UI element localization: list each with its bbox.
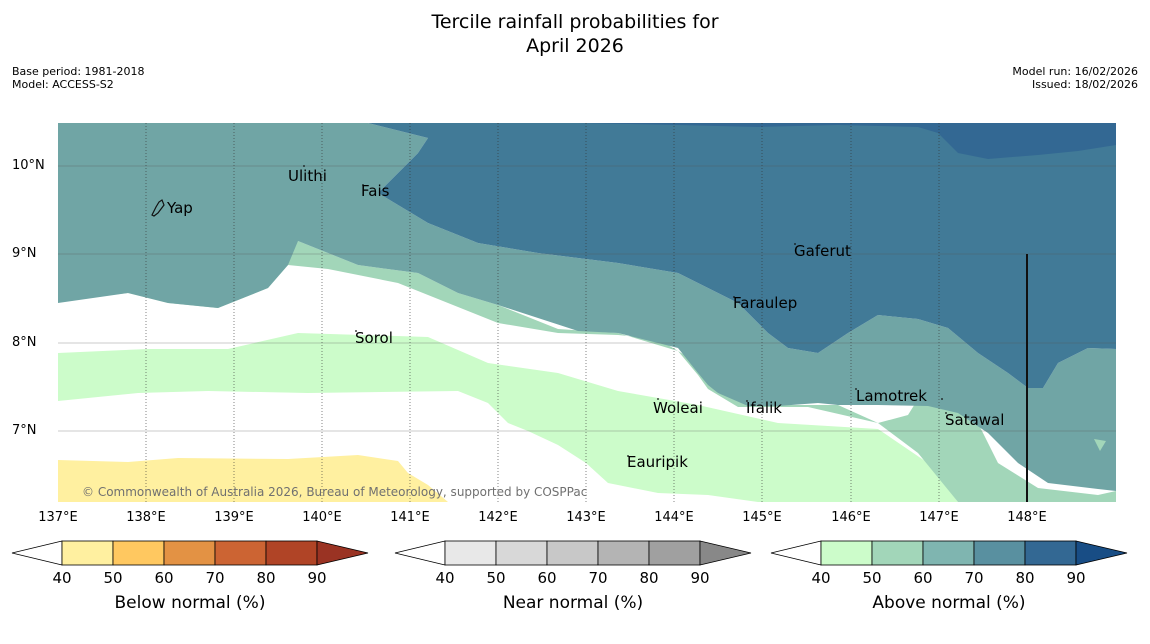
legend-0-swatch-50-60 xyxy=(112,540,165,566)
latitude-gridlines xyxy=(58,165,1116,432)
longitude-gridlines xyxy=(145,123,940,502)
legend-near-tick-80: 80 xyxy=(639,569,659,587)
legend-0-swatch-40-50 xyxy=(61,540,114,566)
place-eauripik: Eauripik xyxy=(627,453,688,471)
yap-island xyxy=(151,199,165,217)
base-period: Base period: 1981-2018 xyxy=(12,65,145,78)
legend-above-tick-70: 70 xyxy=(964,569,984,587)
lon-label-139e: 139°E xyxy=(214,510,254,525)
place-sorol: Sorol xyxy=(355,329,393,347)
lon-label-137e: 137°E xyxy=(38,510,78,525)
lon-label-142e: 142°E xyxy=(478,510,518,525)
legend-1-swatch-40-50 xyxy=(444,540,497,566)
legend-1-swatch-50-60 xyxy=(495,540,548,566)
lon-label-138e: 138°E xyxy=(126,510,166,525)
probability-map[interactable]: Yap Ulithi Fais Gaferut Faraulep Sorol L… xyxy=(58,123,1116,502)
legend-near-tick-70: 70 xyxy=(588,569,608,587)
legend-2-swatch-40-50 xyxy=(820,540,873,566)
legend-near-tick-60: 60 xyxy=(537,569,557,587)
place-ifalik: Ifalik xyxy=(746,399,782,417)
legend-below-normal xyxy=(11,538,369,568)
legend-0-swatch-gt-90 xyxy=(316,540,369,566)
legend-2-swatch-60-70 xyxy=(922,540,975,566)
model-name: Model: ACCESS-S2 xyxy=(12,78,114,91)
legend-0-swatch-60-70 xyxy=(163,540,216,566)
island-east xyxy=(1094,439,1106,451)
island-markers xyxy=(303,165,947,457)
region-above-70-80 xyxy=(368,123,1116,388)
lat-label-7n: 7°N xyxy=(12,423,37,438)
lon-label-146e: 146°E xyxy=(831,510,871,525)
legend-above-tick-50: 50 xyxy=(862,569,882,587)
legend-1-swatch-80-90 xyxy=(648,540,701,566)
title-line-2: April 2026 xyxy=(526,35,624,57)
legend-below-tick-60: 60 xyxy=(154,569,174,587)
map-title: Tercile rainfall probabilities for April… xyxy=(0,10,1150,58)
legend-below-tick-70: 70 xyxy=(205,569,225,587)
legend-near-title: Near normal (%) xyxy=(502,593,644,613)
legend-2-swatch-lt-40 xyxy=(770,540,822,566)
title-line-1: Tercile rainfall probabilities for xyxy=(431,11,719,33)
legend-above-normal-bar xyxy=(770,540,1128,566)
issued-date: Issued: 18/02/2026 xyxy=(1031,78,1138,91)
legend-above-tick-80: 80 xyxy=(1015,569,1035,587)
legend-near-tick-50: 50 xyxy=(486,569,506,587)
lon-label-145e: 145°E xyxy=(742,510,782,525)
map-svg: Yap Ulithi Fais Gaferut Faraulep Sorol L… xyxy=(58,123,1116,502)
copyright-text: © Commonwealth of Australia 2026, Bureau… xyxy=(82,485,588,499)
place-ulithi: Ulithi xyxy=(288,167,327,185)
lon-label-140e: 140°E xyxy=(302,510,342,525)
region-below-40-50 xyxy=(58,455,448,502)
model-run: Model run: 16/02/2026 xyxy=(1012,65,1138,78)
legend-below-tick-90: 90 xyxy=(307,569,327,587)
legend-near-normal-bar xyxy=(394,540,752,566)
legend-below-title: Below normal (%) xyxy=(114,593,266,613)
legend-above-title: Above normal (%) xyxy=(872,593,1026,613)
legend-below-tick-50: 50 xyxy=(103,569,123,587)
region-above-80-90 xyxy=(578,123,1116,159)
lat-label-10n: 10°N xyxy=(12,158,45,173)
legend-near-tick-40: 40 xyxy=(435,569,455,587)
legend-above-tick-60: 60 xyxy=(913,569,933,587)
legend-0-swatch-70-80 xyxy=(214,540,267,566)
lon-label-141e: 141°E xyxy=(390,510,430,525)
legend-below-normal-bar xyxy=(11,540,369,566)
legend-near-tick-90: 90 xyxy=(690,569,710,587)
region-above-50-60 xyxy=(58,241,1116,502)
legend-near-normal xyxy=(394,538,752,568)
lat-label-8n: 8°N xyxy=(12,335,37,350)
place-fais: Fais xyxy=(361,182,390,200)
legend-2-swatch-70-80 xyxy=(973,540,1026,566)
place-satawal: Satawal xyxy=(945,411,1004,429)
legend-above-tick-90: 90 xyxy=(1066,569,1086,587)
legend-2-swatch-80-90 xyxy=(1024,540,1077,566)
legend-below-tick-80: 80 xyxy=(256,569,276,587)
place-faraulep: Faraulep xyxy=(733,294,797,312)
legend-below-tick-40: 40 xyxy=(52,569,72,587)
legend-2-swatch-gt-90 xyxy=(1075,540,1128,566)
legend-0-swatch-lt-40 xyxy=(11,540,63,566)
place-woleai: Woleai xyxy=(653,399,703,417)
meta-left: Base period: 1981-2018 Model: ACCESS-S2 xyxy=(12,65,144,91)
place-lamotrek: Lamotrek xyxy=(856,387,927,405)
legend-1-swatch-lt-40 xyxy=(394,540,446,566)
lon-label-144e: 144°E xyxy=(654,510,694,525)
legend-0-swatch-80-90 xyxy=(265,540,318,566)
region-above-40-50 xyxy=(58,333,958,502)
place-yap: Yap xyxy=(166,199,193,217)
legend-1-swatch-gt-90 xyxy=(699,540,752,566)
legend-1-swatch-60-70 xyxy=(546,540,599,566)
lon-label-147e: 147°E xyxy=(919,510,959,525)
lon-label-148e: 148°E xyxy=(1007,510,1047,525)
region-above-60-70 xyxy=(58,123,1116,491)
meta-right: Model run: 16/02/2026 Issued: 18/02/2026 xyxy=(1012,65,1138,91)
legend-2-swatch-50-60 xyxy=(871,540,924,566)
legend-above-normal xyxy=(770,538,1128,568)
lat-label-9n: 9°N xyxy=(12,246,37,261)
lon-label-143e: 143°E xyxy=(566,510,606,525)
place-gaferut: Gaferut xyxy=(794,242,851,260)
legend-above-tick-40: 40 xyxy=(811,569,831,587)
legend-1-swatch-70-80 xyxy=(597,540,650,566)
